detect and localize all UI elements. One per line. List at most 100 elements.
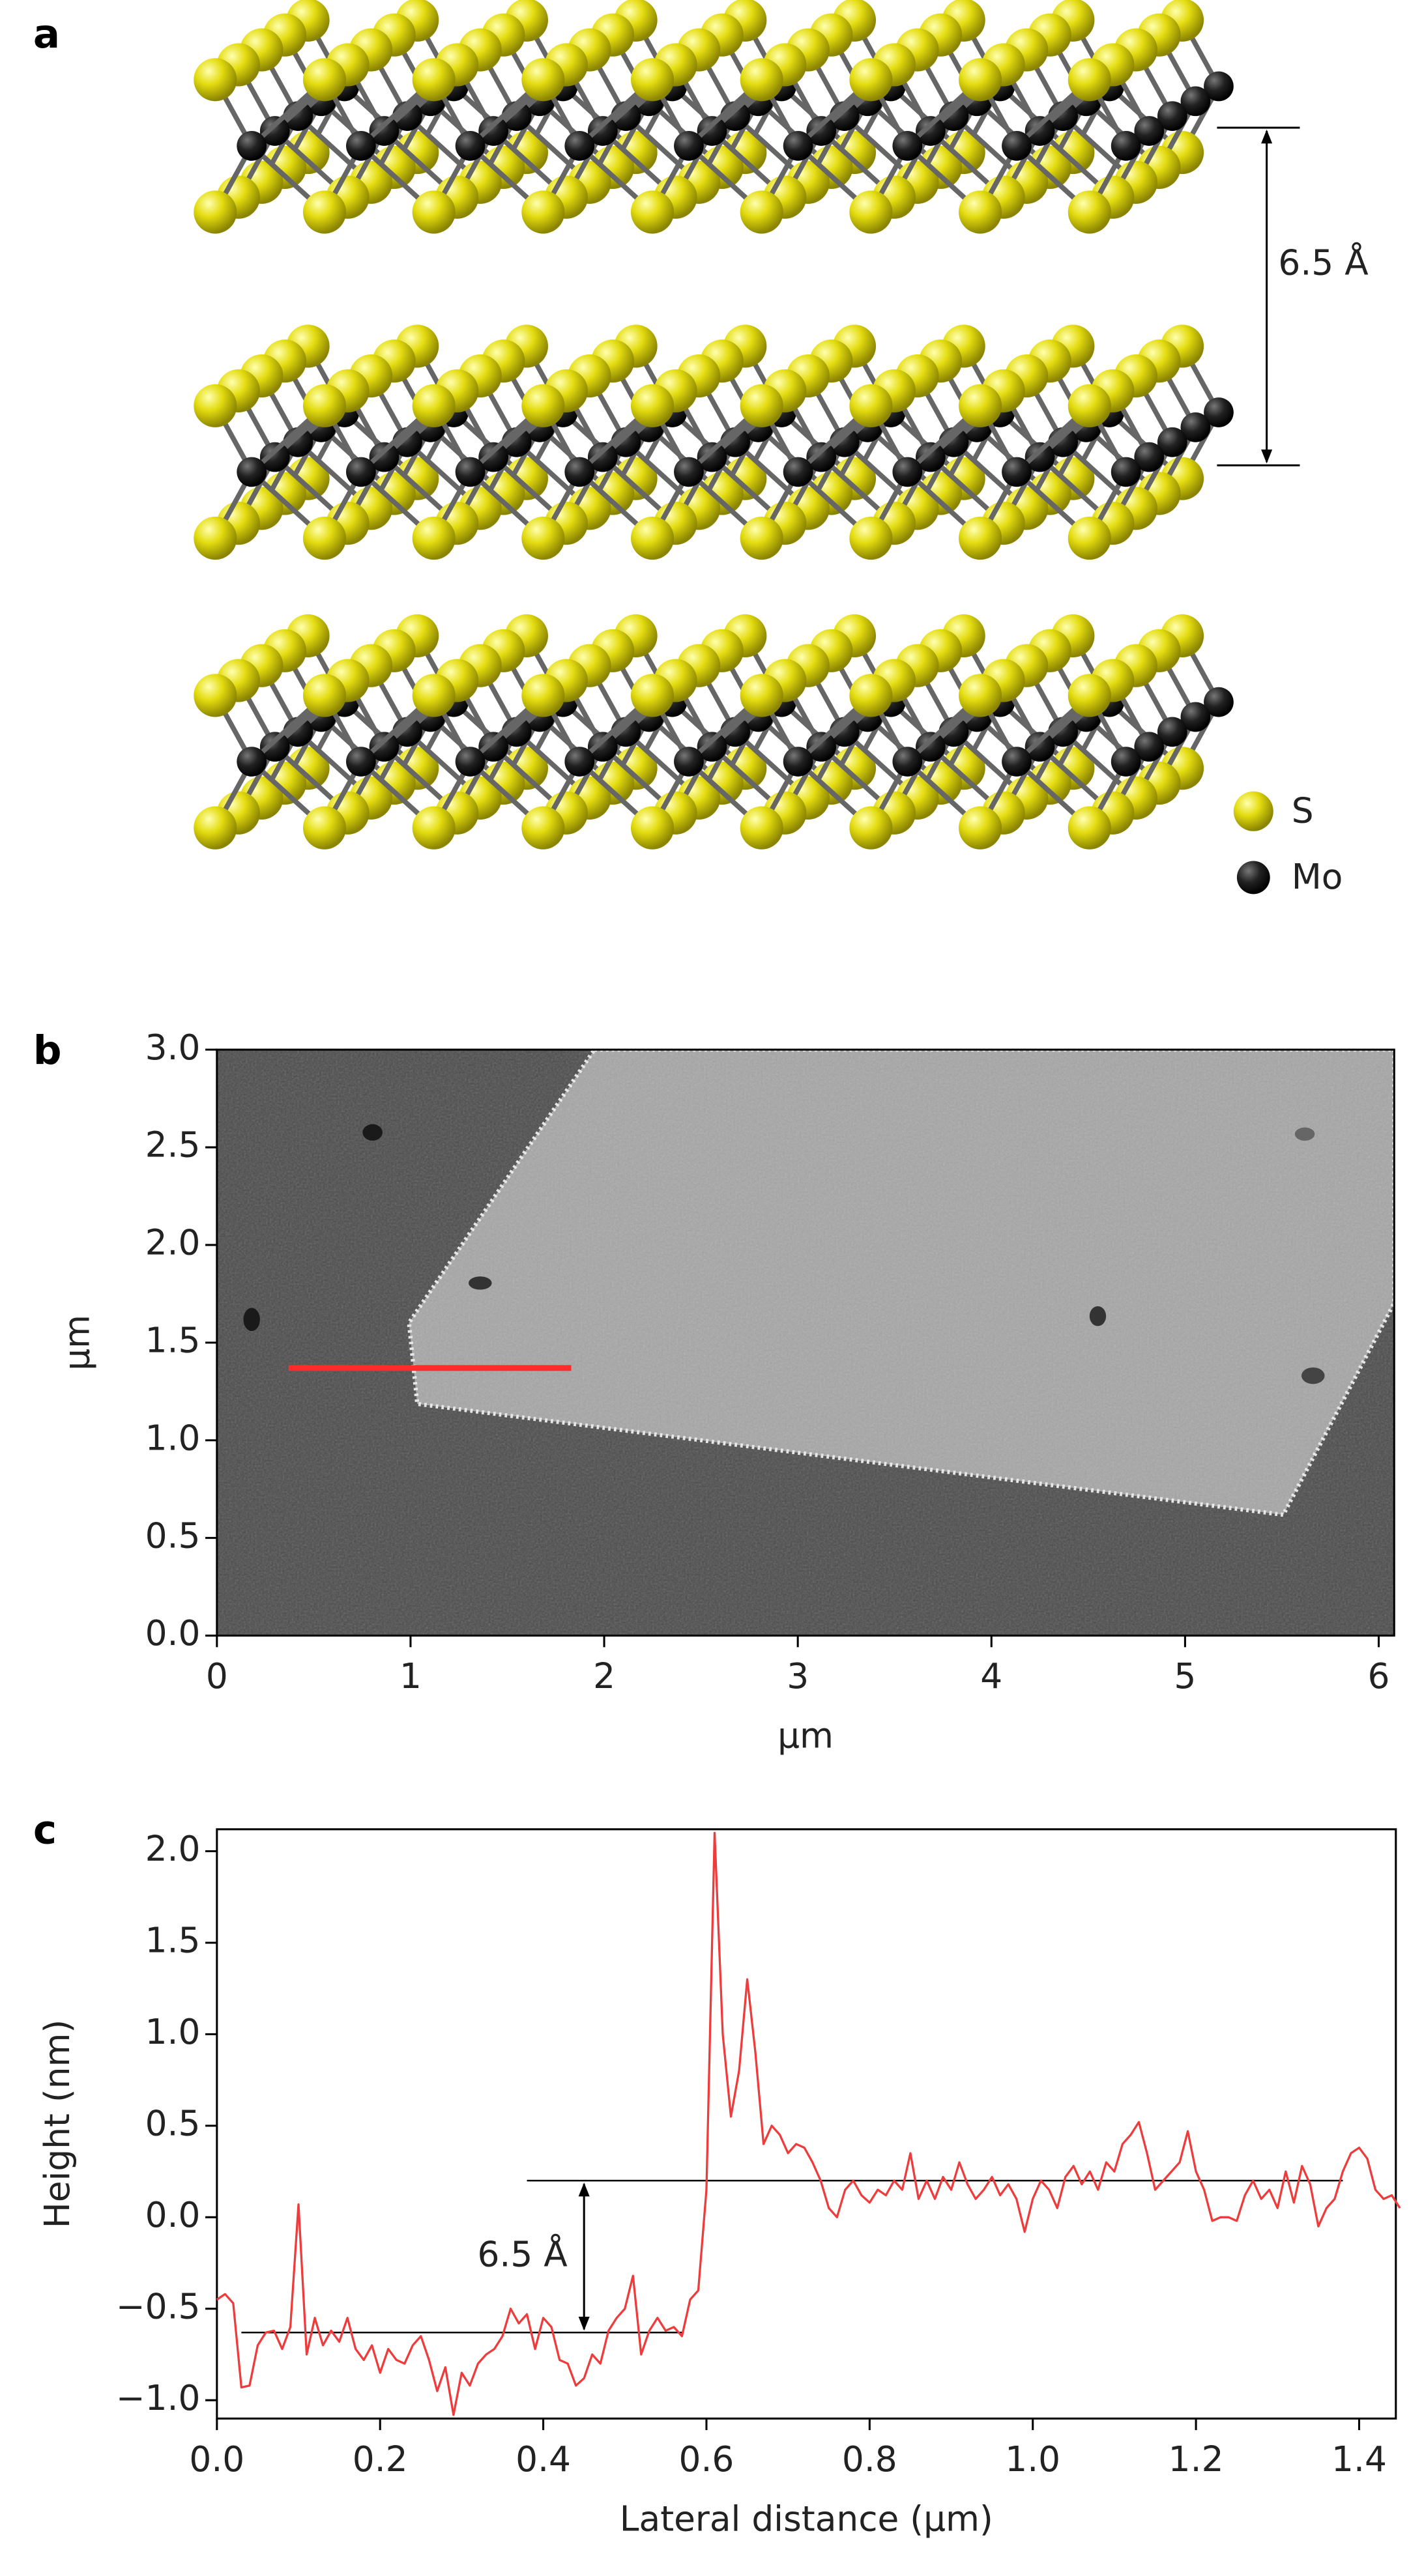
molybdenum-atom [564, 457, 595, 487]
molybdenum-atom [1204, 71, 1234, 102]
molybdenum-atom [892, 131, 923, 161]
x-tick-label: 0.2 [353, 2439, 408, 2480]
sulfur-atom [521, 384, 565, 427]
y-axis-label: μm [57, 1315, 98, 1371]
x-tick-label: 1.2 [1169, 2439, 1224, 2480]
molybdenum-atom [1134, 116, 1165, 146]
spot [243, 1308, 260, 1332]
molybdenum-atom [1002, 457, 1032, 487]
molybdenum-atom [1204, 687, 1234, 717]
y-tick-label: −0.5 [116, 2285, 201, 2326]
sulfur-atom [959, 517, 1002, 560]
molybdenum-atom [1111, 747, 1141, 777]
y-tick-label: 2.5 [145, 1124, 201, 1166]
spot [1089, 1306, 1107, 1326]
molybdenum-atom [1204, 397, 1234, 427]
y-tick-label: 1.5 [145, 1319, 201, 1360]
molybdenum-atom [1002, 747, 1032, 777]
y-axis-label: Height (nm) [36, 2020, 78, 2229]
sulfur-atom [412, 806, 456, 850]
sulfur-atom [302, 190, 347, 234]
x-tick-label: 0.4 [516, 2439, 571, 2480]
x-tick-label: 2 [593, 1655, 615, 1696]
molybdenum-atom [1157, 101, 1187, 132]
x-axis-label: μm [777, 1715, 834, 1756]
y-tick-label: 0.5 [145, 2103, 201, 2144]
y-tick-label: 1.0 [145, 2011, 201, 2052]
spot [1294, 1127, 1315, 1141]
sulfur-atom [302, 58, 347, 102]
sulfur-atom [849, 806, 893, 850]
x-tick-label: 0.6 [679, 2439, 734, 2480]
molybdenum-atom [674, 747, 704, 777]
sulfur-atom [849, 517, 893, 560]
sulfur-atom [849, 58, 893, 102]
x-tick-label: 0.0 [189, 2439, 244, 2480]
sulfur-atom [194, 190, 237, 234]
molybdenum-atom [783, 131, 813, 161]
sulfur-atom [1068, 190, 1111, 234]
molybdenum-atom [892, 457, 923, 487]
molybdenum-atom [564, 747, 595, 777]
sulfur-atom [521, 517, 565, 560]
x-tick-label: 5 [1174, 1655, 1196, 1696]
sulfur-atom [631, 517, 675, 560]
sulfur-atom [959, 806, 1002, 850]
y-tick-label: 2.0 [145, 1222, 201, 1263]
y-tick-label: 0.5 [145, 1515, 201, 1556]
sulfur-atom [412, 674, 456, 717]
molybdenum-atom [259, 442, 290, 472]
sulfur-atom [521, 58, 565, 102]
molybdenum-atom [237, 747, 267, 777]
molybdenum-atom [916, 442, 946, 472]
molybdenum-atom [1134, 732, 1165, 762]
spot [469, 1276, 492, 1290]
sulfur-atom [1068, 517, 1111, 560]
sulfur-atom [1068, 58, 1111, 102]
x-axis-label: Lateral distance (μm) [620, 2498, 993, 2539]
sulfur-atom [740, 806, 783, 850]
molybdenum-atom [806, 116, 837, 146]
sulfur-atom [194, 674, 237, 717]
spacing-label: 6.5 Å [1278, 241, 1369, 283]
molybdenum-atom [916, 732, 946, 762]
spot [1301, 1367, 1325, 1384]
molybdenum-atom [1157, 427, 1187, 457]
molybdenum-atom [478, 442, 508, 472]
sulfur-atom [302, 806, 347, 850]
molybdenum-atom [259, 732, 290, 762]
molybdenum-atom [1024, 442, 1055, 472]
sulfur-atom [521, 190, 565, 234]
sulfur-atom [740, 674, 783, 717]
molybdenum-atom [697, 732, 727, 762]
y-tick-label: 0.0 [145, 1612, 201, 1653]
sulfur-atom [959, 58, 1002, 102]
spot [362, 1124, 383, 1141]
molybdenum-atom [587, 116, 618, 146]
panel-label: b [33, 1027, 62, 1074]
sulfur-atom [959, 384, 1002, 427]
molybdenum-atom [674, 457, 704, 487]
sulfur-atom [959, 674, 1002, 717]
sulfur-atom [849, 190, 893, 234]
x-tick-label: 1.0 [1005, 2439, 1060, 2480]
legend-label: Mo [1292, 856, 1343, 897]
molybdenum-atom [783, 457, 813, 487]
sulfur-atom [521, 806, 565, 850]
sulfur-atom [740, 517, 783, 560]
sulfur-atom [740, 190, 783, 234]
molybdenum-atom [697, 442, 727, 472]
sulfur-atom [740, 384, 783, 427]
molybdenum-atom [455, 747, 486, 777]
sulfur-atom [302, 517, 347, 560]
molybdenum-atom [916, 116, 946, 146]
molybdenum-atom [806, 732, 837, 762]
x-tick-label: 4 [980, 1655, 1002, 1696]
molybdenum-atom [587, 732, 618, 762]
sulfur-atom [1068, 674, 1111, 717]
molybdenum-atom [369, 442, 400, 472]
sulfur-atom [194, 58, 237, 102]
sulfur-atom [631, 190, 675, 234]
molybdenum-atom [1180, 412, 1211, 442]
